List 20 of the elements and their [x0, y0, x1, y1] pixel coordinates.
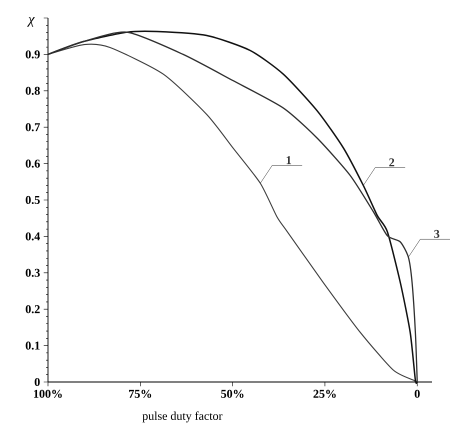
x-tick-label: 75% — [129, 390, 152, 398]
y-tick-label: 0.1 — [26, 342, 40, 350]
x-tick-label: 100% — [34, 390, 62, 398]
y-tick-label: 0 — [34, 378, 40, 386]
y-tick-label: 0.9 — [26, 50, 40, 58]
x-tick-label: 50% — [221, 390, 244, 398]
y-tick-label: 0.3 — [26, 268, 40, 277]
x-tick-label: 0 — [414, 390, 420, 398]
annotation: 3 — [434, 230, 440, 238]
x-axis-title: pulse duty factor — [142, 411, 222, 422]
y-tick-label: 0.2 — [26, 305, 40, 314]
y-tick-label: 0.7 — [26, 123, 40, 132]
y-tick-label: 0.8 — [26, 86, 40, 95]
y-tick-label: 0.5 — [26, 196, 40, 204]
annotation: 1 — [286, 156, 292, 164]
annotation: 2 — [389, 158, 394, 166]
y-tick-label: 0.4 — [26, 232, 40, 240]
y-tick-label: 0.6 — [26, 160, 40, 168]
x-tick-label: 25% — [313, 390, 336, 398]
y-axis-title: χ — [27, 17, 35, 27]
